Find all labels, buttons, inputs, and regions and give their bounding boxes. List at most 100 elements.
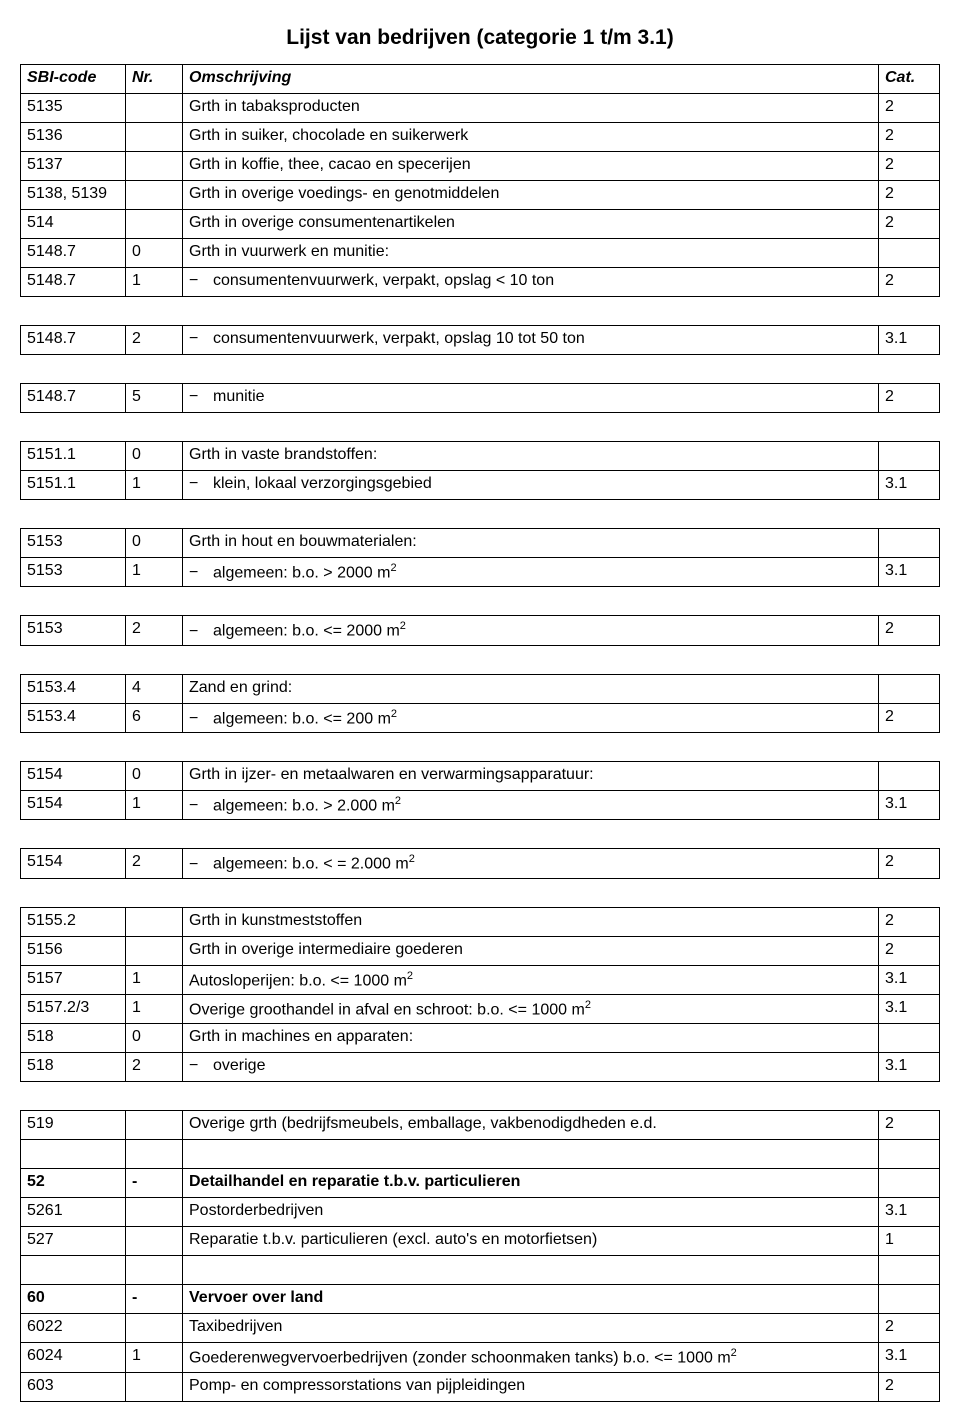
table-row: 5153.44Zand en grind: bbox=[21, 674, 940, 703]
cell-sbi: 5148.7 bbox=[21, 326, 126, 355]
cell-sbi: 5153.4 bbox=[21, 674, 126, 703]
cell-desc: Grth in suiker, chocolade en suikerwerk bbox=[183, 123, 879, 152]
cell-desc bbox=[183, 1140, 879, 1169]
table-row bbox=[21, 413, 940, 442]
cell-sbi: 52 bbox=[21, 1169, 126, 1198]
cell-sbi: 5135 bbox=[21, 94, 126, 123]
cell-nr bbox=[126, 94, 183, 123]
cell-sbi: 5153 bbox=[21, 529, 126, 558]
cell-nr bbox=[126, 1140, 183, 1169]
table-row: 5148.75munitie2 bbox=[21, 384, 940, 413]
table-row: 5148.70Grth in vuurwerk en munitie: bbox=[21, 239, 940, 268]
header-cat: Cat. bbox=[879, 65, 940, 94]
cell-nr bbox=[126, 936, 183, 965]
cell-desc bbox=[183, 1256, 879, 1285]
cell-desc: algemeen: b.o. > 2000 m2 bbox=[183, 558, 879, 587]
table-row: 527Reparatie t.b.v. particulieren (excl.… bbox=[21, 1227, 940, 1256]
table-row: 51542algemeen: b.o. < = 2.000 m22 bbox=[21, 849, 940, 878]
table-row bbox=[21, 500, 940, 529]
cell-cat bbox=[879, 761, 940, 790]
cell-desc: Overige groothandel in afval en schroot:… bbox=[183, 994, 879, 1023]
cell-nr: 1 bbox=[126, 558, 183, 587]
cell-cat bbox=[879, 1140, 940, 1169]
cell-nr: 6 bbox=[126, 703, 183, 732]
table-row: 60241Goederenwegvervoerbedrijven (zonder… bbox=[21, 1343, 940, 1372]
cell-sbi: 5153 bbox=[21, 558, 126, 587]
table-row: 5180Grth in machines en apparaten: bbox=[21, 1024, 940, 1053]
cell-desc: overige bbox=[183, 1053, 879, 1082]
cell-cat: 2 bbox=[879, 384, 940, 413]
cell-cat: 3.1 bbox=[879, 1053, 940, 1082]
cell-cat: 3.1 bbox=[879, 994, 940, 1023]
cell-cat: 2 bbox=[879, 936, 940, 965]
cell-cat: 3.1 bbox=[879, 790, 940, 819]
cell-sbi: 5155.2 bbox=[21, 907, 126, 936]
cell-sbi: 5151.1 bbox=[21, 471, 126, 500]
cell-sbi: 5157 bbox=[21, 965, 126, 994]
cell-nr: - bbox=[126, 1169, 183, 1198]
cell-cat: 3.1 bbox=[879, 558, 940, 587]
cell-desc: Grth in machines en apparaten: bbox=[183, 1024, 879, 1053]
cell-cat: 2 bbox=[879, 123, 940, 152]
cell-nr: 1 bbox=[126, 1343, 183, 1372]
table-row: 51531algemeen: b.o. > 2000 m23.1 bbox=[21, 558, 940, 587]
cell-nr bbox=[126, 123, 183, 152]
cell-sbi: 5156 bbox=[21, 936, 126, 965]
cell-sbi: 5153 bbox=[21, 616, 126, 645]
table-row: 5136 Grth in suiker, chocolade en suikerw… bbox=[21, 123, 940, 152]
cell-nr: 0 bbox=[126, 239, 183, 268]
cell-nr bbox=[126, 1314, 183, 1343]
cell-cat: 3.1 bbox=[879, 326, 940, 355]
cell-nr: 2 bbox=[126, 326, 183, 355]
table-row: 5151.11klein, lokaal verzorgingsgebied3.… bbox=[21, 471, 940, 500]
table-row bbox=[21, 1256, 940, 1285]
cell-nr: 2 bbox=[126, 849, 183, 878]
cell-sbi: 5136 bbox=[21, 123, 126, 152]
table-row bbox=[21, 1140, 940, 1169]
cell-cat: 3.1 bbox=[879, 1343, 940, 1372]
cell-cat bbox=[879, 674, 940, 703]
cell-nr: 1 bbox=[126, 471, 183, 500]
table-row: 51532algemeen: b.o. <= 2000 m22 bbox=[21, 616, 940, 645]
table-row: 51540Grth in ijzer- en metaalwaren en ve… bbox=[21, 761, 940, 790]
cell-desc: algemeen: b.o. <= 2000 m2 bbox=[183, 616, 879, 645]
cell-nr: 5 bbox=[126, 384, 183, 413]
cell-sbi bbox=[21, 1140, 126, 1169]
table-row bbox=[21, 878, 940, 907]
cell-sbi: 5153.4 bbox=[21, 703, 126, 732]
table-row bbox=[21, 355, 940, 384]
cell-desc: Grth in koffie, thee, cacao en specerije… bbox=[183, 152, 879, 181]
cell-sbi: 5148.7 bbox=[21, 268, 126, 297]
cell-desc: Grth in kunstmeststoffen bbox=[183, 907, 879, 936]
cell-sbi: 5148.7 bbox=[21, 239, 126, 268]
cell-sbi: 603 bbox=[21, 1372, 126, 1401]
cell-nr: 0 bbox=[126, 761, 183, 790]
cell-desc: Grth in overige voedings- en genotmiddel… bbox=[183, 181, 879, 210]
cell-sbi: 518 bbox=[21, 1053, 126, 1082]
cell-desc: algemeen: b.o. > 2.000 m2 bbox=[183, 790, 879, 819]
cell-cat bbox=[879, 529, 940, 558]
cell-cat bbox=[879, 239, 940, 268]
cell-cat: 3.1 bbox=[879, 1198, 940, 1227]
table-row bbox=[21, 1082, 940, 1111]
cell-sbi: 60 bbox=[21, 1285, 126, 1314]
header-desc: Omschrijving bbox=[183, 65, 879, 94]
cell-desc: Reparatie t.b.v. particulieren (excl. au… bbox=[183, 1227, 879, 1256]
cell-nr: 0 bbox=[126, 442, 183, 471]
table-row: 5157.2/31Overige groothandel in afval en… bbox=[21, 994, 940, 1023]
cell-cat: 2 bbox=[879, 1111, 940, 1140]
cell-desc: Detailhandel en reparatie t.b.v. particu… bbox=[183, 1169, 879, 1198]
cell-sbi: 5157.2/3 bbox=[21, 994, 126, 1023]
cell-nr: 1 bbox=[126, 268, 183, 297]
cell-nr: 4 bbox=[126, 674, 183, 703]
document-title: Lijst van bedrijven (categorie 1 t/m 3.1… bbox=[20, 20, 940, 56]
cell-cat: 2 bbox=[879, 268, 940, 297]
table-row bbox=[21, 587, 940, 616]
table-row: 5151.10Grth in vaste brandstoffen: bbox=[21, 442, 940, 471]
table-row: 52-Detailhandel en reparatie t.b.v. part… bbox=[21, 1169, 940, 1198]
table-row: 5138, 5139Grth in overige voedings- en g… bbox=[21, 181, 940, 210]
cell-sbi: 6024 bbox=[21, 1343, 126, 1372]
cell-sbi: 519 bbox=[21, 1111, 126, 1140]
table-row: 5153.46algemeen: b.o. <= 200 m22 bbox=[21, 703, 940, 732]
header-nr: Nr. bbox=[126, 65, 183, 94]
